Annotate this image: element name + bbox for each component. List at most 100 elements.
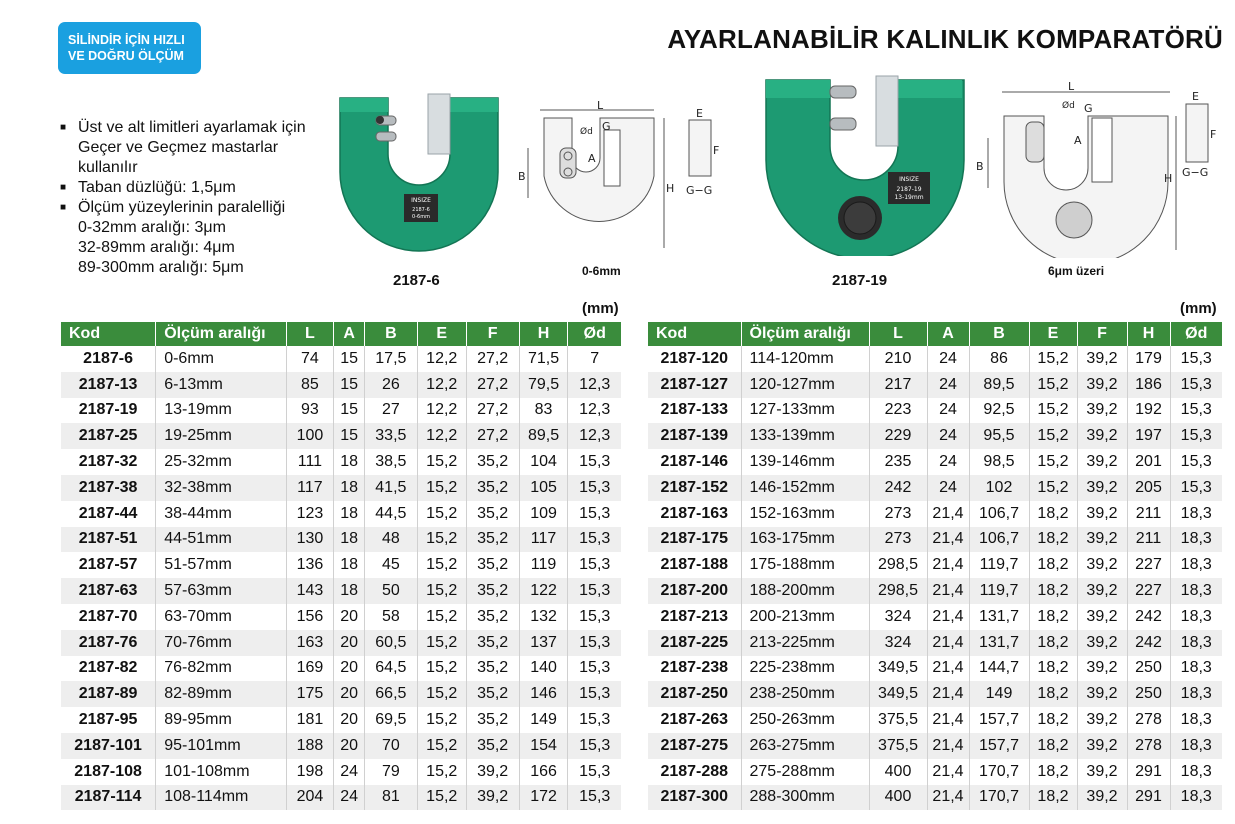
code-cell: 2187-250 [648,681,742,708]
value-cell: 188 [286,732,335,759]
dim-label-d: Ød [580,126,593,137]
header-cell: F [466,322,520,346]
value-cell: 136 [286,552,335,579]
value-cell: 119 [519,552,569,579]
value-cell: 15,3 [579,711,611,729]
value-cell: 250 [1127,655,1171,682]
range-cell: 32-38mm [155,474,287,501]
table-row: 2187-163 152-163mm 273 21,4 106,7 18,2 39,2 211… [648,500,1222,527]
value-cell: 235 [869,449,928,475]
value-cell: 15 [333,423,365,450]
value-cell: 27,2 [466,371,520,398]
value-cell: 100 [286,423,335,450]
table-row: 2187-146 139-146mm 235 24 98,5 15,2 39,2 201 15,… [648,449,1222,475]
value-cell: 24 [927,397,970,424]
section-label: G−G [1182,166,1208,179]
value-cell: 27 [364,397,418,424]
value-cell: 41,5 [364,474,418,501]
value-cell: 15,2 [1029,346,1078,372]
value-cell: 12,3 [567,423,621,450]
value-cell: 95,5 [969,423,1030,450]
value-cell: 18,2 [1029,578,1078,604]
value-cell: 21,4 [927,655,970,682]
value-cell: 198 [286,758,335,785]
value-cell: 20 [333,603,365,630]
value-cell: 15,2 [417,578,467,604]
value-cell: 20 [333,655,365,682]
value-cell: 15 [333,346,365,372]
value-cell: 64,5 [364,655,418,682]
value-cell: 39,2 [1077,758,1128,785]
range-cell: 89-95mm [155,707,287,733]
code-cell: 2187-200 [648,578,742,604]
gauge-photo-small: INSIZE 2187-6 0-6mm [339,93,499,252]
table-row: 2187-152 146-152mm 242 24 102 15,2 39,2 205 15,3 [648,474,1222,501]
value-cell: 15,2 [417,500,467,527]
value-cell: 15,2 [1029,371,1078,398]
value-cell: 163 [286,629,335,656]
table-row: 2187-95 89-95mm 181 20 69,5 15,2 35,2 149 15,3 [61,707,621,733]
code-cell: 2187-139 [648,423,742,450]
value-cell: 39,2 [1077,371,1128,398]
range-cell: 0-6mm [155,346,287,372]
value-cell: 15,2 [1029,423,1078,450]
value-cell: 15,3 [579,607,611,625]
code-cell: 2187-175 [648,526,742,553]
value-cell: 131,7 [969,629,1030,656]
range-cell: 120-127mm [741,371,870,398]
value-cell: 278 [1127,732,1171,759]
value-cell: 140 [519,655,569,682]
value-cell: 12,2 [417,346,467,372]
header-cell: F [1077,322,1128,346]
header-cell: H [519,322,569,346]
table-row: 2187-213 200-213mm 324 21,4 131,7 18,2 39,2 242… [648,603,1222,630]
range-cell: 13-19mm [155,397,287,424]
value-cell: 15,3 [1170,371,1222,398]
range-cell: 238-250mm [741,681,870,708]
dim-label-d: Ød [1062,100,1075,111]
value-cell: 70 [364,732,418,759]
range-cell: 70-76mm [155,629,287,656]
value-cell: 39,2 [1077,707,1128,733]
engraving-range: 13-19mm [894,194,923,201]
table-row: 2187-175 163-175mm 273 21,4 106,7 18,2 39,2 211… [648,526,1222,553]
value-cell: 132 [519,603,569,630]
range-cell: 225-238mm [741,655,870,682]
value-cell: 20 [333,732,365,759]
unit-label-left: (mm) [582,300,619,317]
value-cell: 119,7 [969,552,1030,579]
category-badge: SİLİNDİR İÇİN HIZLI VE DOĞRU ÖLÇÜM [58,22,201,74]
value-cell: 15,2 [417,784,467,811]
value-cell: 21,4 [927,552,970,579]
code-cell: 2187-120 [648,346,742,372]
table-row: 2187-263 250-263mm 375,5 21,4 157,7 18,2 39,2 2… [648,707,1222,733]
header-cell: Kod [648,322,742,346]
bullet-icon: ■ [60,182,67,193]
header-cell: Ød [567,322,621,346]
table-row: 2187-57 51-57mm 136 18 45 15,2 35,2 119 15,3 [61,552,621,579]
value-cell: 15,2 [417,681,467,708]
value-cell: 21,4 [927,526,970,553]
table-row: 2187-300 288-300mm 400 21,4 170,7 18,2 39,2 291… [648,784,1222,811]
value-cell: 12,2 [417,423,467,450]
dim-label-h: H [1164,172,1172,185]
value-cell: 89,5 [519,423,569,450]
value-cell: 144,7 [969,655,1030,682]
value-cell: 111 [286,449,335,475]
value-cell: 18 [333,578,365,604]
value-cell: 21,4 [927,603,970,630]
value-cell: 400 [869,784,928,811]
code-cell: 2187-275 [648,732,742,759]
value-cell: 154 [519,732,569,759]
value-cell: 223 [869,397,928,424]
value-cell: 273 [869,500,928,527]
table-row: 2187-76 70-76mm 163 20 60,5 15,2 35,2 137 15,3 [61,629,621,656]
value-cell: 18,2 [1029,681,1078,708]
range-cell: 25-32mm [155,449,287,475]
value-cell: 27,2 [466,397,520,424]
value-cell: 86 [969,346,1030,372]
table-row: 2187-51 44-51mm 130 18 48 15,2 35,2 117 15,3 [61,526,621,553]
value-cell: 35,2 [466,449,520,475]
dim-label-a: A [588,152,596,165]
code-cell: 2187-82 [61,655,157,682]
